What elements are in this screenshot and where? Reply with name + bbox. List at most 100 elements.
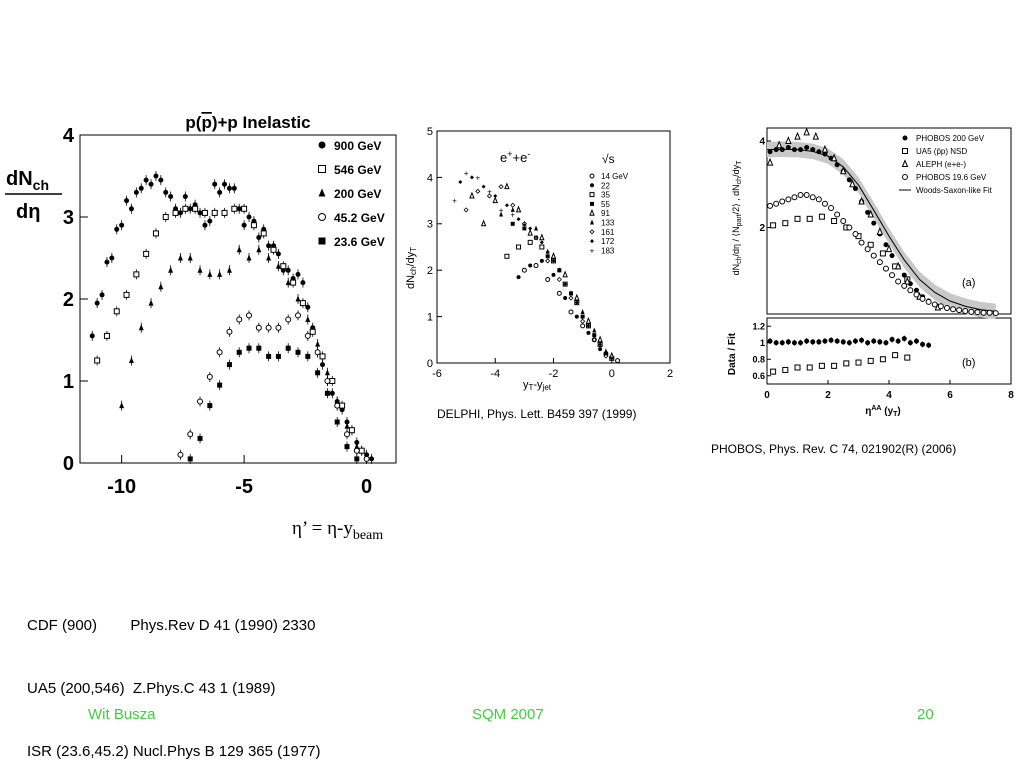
data-point xyxy=(304,332,311,339)
data-point xyxy=(871,220,877,226)
data-point xyxy=(324,390,330,396)
data-point xyxy=(143,250,150,257)
data-point xyxy=(499,211,504,217)
data-point xyxy=(231,185,237,191)
legend-label: UA5 (p̄p) NSD xyxy=(916,147,967,156)
data-point xyxy=(207,403,213,409)
x-tick-label: 6 xyxy=(947,390,953,401)
data-point xyxy=(818,213,825,220)
data-point xyxy=(315,340,321,347)
data-point xyxy=(773,200,780,207)
data-point xyxy=(913,338,919,344)
data-point: + xyxy=(510,211,515,220)
data-point: + xyxy=(580,313,585,322)
data-point xyxy=(580,323,586,329)
legend-marker xyxy=(590,183,594,188)
data-point: + xyxy=(487,187,492,196)
data-point xyxy=(469,191,475,199)
data-point xyxy=(794,364,801,371)
data-point xyxy=(504,182,510,190)
data-point xyxy=(892,352,899,359)
data-point xyxy=(187,456,193,462)
data-point xyxy=(855,359,862,366)
data-point xyxy=(197,210,203,216)
data-point xyxy=(562,270,568,278)
data-point xyxy=(305,316,311,322)
data-point xyxy=(510,221,515,226)
svg-text:yT-yjet: yT-yjet xyxy=(523,379,552,392)
data-point xyxy=(907,287,914,294)
data-point xyxy=(363,455,370,462)
legend-label: 200 GeV xyxy=(334,187,381,201)
data-point xyxy=(275,262,281,269)
data-point xyxy=(858,196,865,205)
x-tick-label: -2 xyxy=(549,368,559,380)
data-point xyxy=(901,336,907,342)
data-point: + xyxy=(464,169,469,178)
data-point xyxy=(812,131,820,140)
y-tick-label: 1 xyxy=(760,338,765,348)
data-point xyxy=(295,271,301,277)
data-point xyxy=(867,357,874,364)
data-point xyxy=(889,253,895,259)
data-point xyxy=(522,226,527,231)
process-label: e++e- xyxy=(500,149,530,165)
data-point xyxy=(265,324,272,331)
data-point xyxy=(329,378,336,384)
data-point xyxy=(103,332,110,339)
data-point xyxy=(545,254,550,259)
data-point xyxy=(295,295,301,302)
data-point xyxy=(504,203,509,208)
data-point xyxy=(563,296,568,301)
data-point xyxy=(275,324,282,331)
data-point xyxy=(895,278,902,285)
data-point xyxy=(556,290,562,296)
data-point xyxy=(285,316,292,323)
data-point xyxy=(344,431,351,438)
data-point xyxy=(133,189,139,195)
y-axis-label: dNch/dyT xyxy=(405,247,418,289)
data-point xyxy=(458,180,463,185)
data-point xyxy=(539,233,545,241)
data-point xyxy=(504,253,510,259)
data-point xyxy=(207,270,213,277)
data-point: + xyxy=(499,206,504,215)
data-point xyxy=(354,456,360,462)
chart-title: p(p)+p Inelastic xyxy=(185,113,310,132)
legend-label: 45.2 GeV xyxy=(334,211,385,225)
data-point xyxy=(515,205,522,213)
data-point xyxy=(926,342,932,348)
data-point xyxy=(791,147,797,153)
data-point xyxy=(986,309,993,316)
x-tick-label: 4 xyxy=(886,390,892,401)
data-point xyxy=(143,177,149,183)
data-point xyxy=(974,309,981,316)
data-point xyxy=(128,357,134,363)
data-point xyxy=(574,300,579,305)
data-point xyxy=(586,323,591,328)
data-point xyxy=(864,246,871,253)
footer-page-number: 20 xyxy=(917,706,934,723)
data-point xyxy=(773,340,779,346)
data-point xyxy=(516,275,521,280)
data-point xyxy=(950,306,957,313)
legend-marker xyxy=(589,208,595,216)
reference-cdf: CDF (900) Phys.Rev D 41 (1990) 2330 xyxy=(27,617,316,634)
data-point xyxy=(314,349,321,356)
data-point xyxy=(803,127,810,136)
data-point xyxy=(904,276,911,285)
data-point xyxy=(592,327,597,333)
data-point xyxy=(153,173,159,179)
axes: -6 -4 -2 0 2 0 1 2 3 4 5 xyxy=(427,126,673,380)
data-point xyxy=(580,314,585,319)
data-point xyxy=(250,222,257,229)
data-point xyxy=(334,402,341,409)
reference-ua5: UA5 (200,546) Z.Phys.C 43 1 (1989) xyxy=(27,680,276,697)
data-point xyxy=(818,362,825,369)
data-point xyxy=(568,290,573,296)
data-point xyxy=(568,295,574,301)
y-tick-label: 2 xyxy=(63,289,74,311)
data-point xyxy=(285,279,291,286)
data-point: + xyxy=(557,266,562,275)
x-tick-label: 0 xyxy=(361,476,372,498)
